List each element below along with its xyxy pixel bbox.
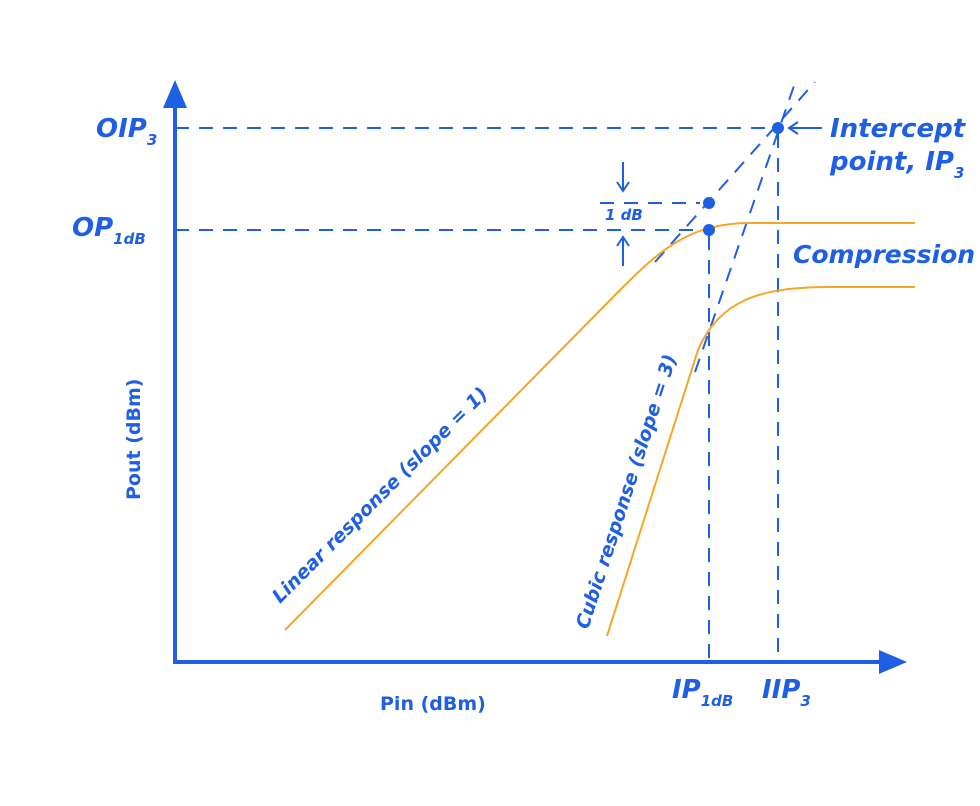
compression-label: Compression — [793, 240, 975, 269]
ip1db-label: IP1dB — [672, 675, 733, 710]
x-axis-arrow-icon — [879, 650, 907, 674]
dashed-guides — [175, 79, 816, 662]
linear-response-label: Linear response (slope = 1) — [268, 383, 493, 608]
ip3-point — [772, 122, 784, 134]
cubic-extrapolation — [694, 79, 797, 373]
iip3-label: IIP3 — [762, 675, 811, 710]
cubic-response-curve — [606, 286, 915, 637]
p1db-point — [703, 224, 715, 236]
op1db-label: OP1dB — [72, 213, 146, 248]
oip3-label: OIP3 — [96, 114, 157, 149]
extrapolated-point — [703, 197, 715, 209]
intercept-label-line1: Intercept — [830, 114, 967, 144]
cubic-response-label: Cubic response (slope = 3) — [572, 352, 682, 632]
linear-extrapolation — [654, 81, 816, 263]
left-arrow-icon — [787, 121, 822, 135]
linear-response-curve — [284, 222, 915, 631]
intercept-label-line2: point, IP3 — [829, 147, 964, 182]
y-axis-arrow-icon — [163, 80, 187, 108]
down-arrow-icon — [616, 162, 630, 193]
y-axis-label: Pout (dBm) — [123, 379, 145, 500]
up-arrow-icon — [616, 235, 630, 266]
axes — [163, 80, 907, 674]
one-db-label: 1 dB — [605, 206, 643, 224]
x-axis-label: Pin (dBm) — [380, 693, 486, 715]
